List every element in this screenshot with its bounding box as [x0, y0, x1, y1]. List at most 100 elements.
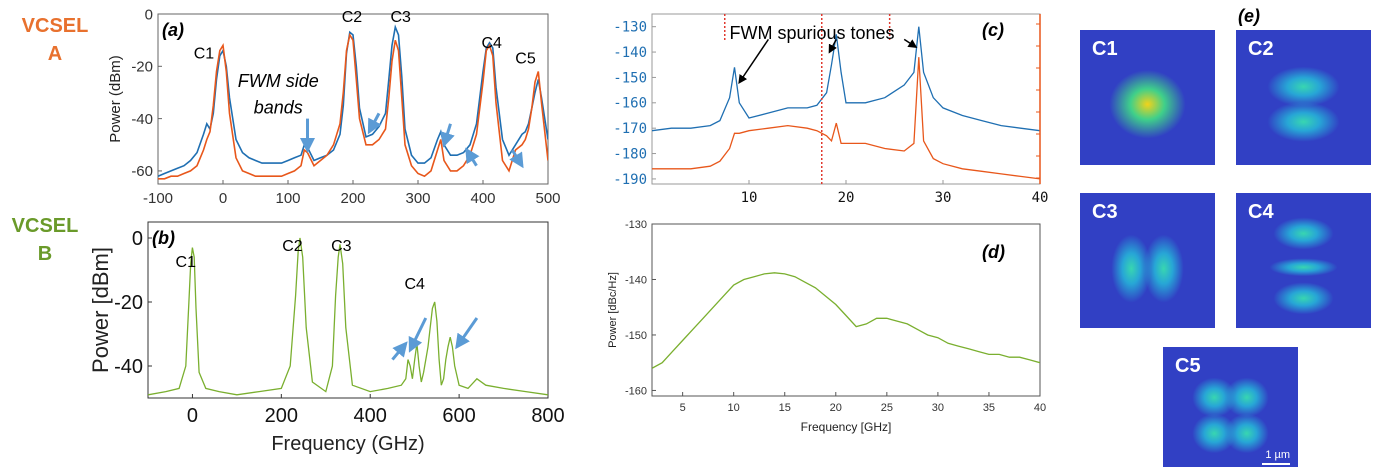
vcsel-b-label: VCSEL B: [0, 212, 90, 268]
x-axis-label: Frequency [GHz]: [801, 420, 892, 434]
y-tick-label: -160: [613, 96, 647, 112]
y-tick-label: -180: [613, 146, 647, 162]
sideband-arrow: [391, 341, 408, 361]
panel-e-label: (e): [1238, 6, 1260, 26]
y-tick-label: -140: [613, 45, 647, 61]
panel-label-b: (b): [152, 228, 175, 248]
peak-label-b: C4: [404, 276, 425, 293]
x-tick-label: 300: [405, 190, 430, 207]
x-tick-label: 800: [531, 405, 564, 427]
mode-label: C2: [1248, 38, 1274, 60]
x-tick-label: 400: [354, 405, 387, 427]
y-tick-label: -20: [114, 292, 143, 314]
x-tick-label: 30: [935, 190, 952, 206]
scale-bar-label: 1 µm: [1265, 449, 1290, 461]
x-tick-label: 0: [219, 190, 227, 207]
series-line-b-0: [148, 237, 548, 396]
tone-arrow: [828, 39, 837, 54]
y-tick-label: -150: [613, 70, 647, 86]
panel-label-a: (a): [162, 20, 184, 40]
vcsel-a-line2: A: [47, 43, 63, 65]
mode-profile-c3: C3: [1080, 193, 1215, 328]
peak-label-a: C4: [482, 35, 503, 52]
y-tick-label: 0: [132, 228, 143, 250]
y-tick-label: -40: [131, 111, 153, 128]
y-tick-label: -40: [114, 356, 143, 378]
fwm-tones-label: FWM spurious tones: [729, 23, 894, 43]
series-line-d-0: [652, 272, 1040, 369]
y-axis-label: Power [dBc/Hz]: [607, 272, 619, 348]
x-axis-label: Frequency (GHz): [271, 433, 424, 455]
sideband-arrow: [367, 112, 382, 135]
sideband-arrow: [509, 149, 524, 169]
x-tick-label: 0: [187, 405, 198, 427]
vcsel-b-line2: B: [37, 243, 53, 265]
series-line-c-0: [652, 26, 1040, 132]
series-line-a-0: [158, 24, 548, 177]
mode-label: C3: [1092, 201, 1118, 223]
vcsel-a-label: VCSEL A: [10, 12, 100, 68]
x-tick-label: 35: [983, 402, 995, 414]
y-axis-label: Power [dBm]: [88, 247, 113, 373]
series-line-a-1: [158, 32, 548, 180]
sideband-arrow: [408, 317, 428, 353]
x-tick-label: 10: [728, 402, 740, 414]
y-tick-label: -150: [625, 330, 647, 342]
mode-profile-c4: C4: [1236, 193, 1371, 328]
y-tick-label: -130: [625, 219, 647, 231]
y-axis-label: Power (dBm): [107, 55, 124, 143]
fwm-sideband-label: bands: [254, 97, 303, 117]
mode-profile-c1: C1: [1080, 30, 1215, 165]
x-tick-label: 40: [1034, 402, 1046, 414]
y-tick-label: -60: [131, 163, 153, 180]
plot-frame-b: [147, 221, 549, 399]
x-tick-label: 20: [838, 190, 855, 206]
mode-profile-c5: C5 1 µm: [1163, 347, 1298, 467]
x-tick-label: 400: [470, 190, 495, 207]
x-tick-label: 5: [680, 402, 686, 414]
x-tick-label: 30: [932, 402, 944, 414]
x-tick-label: 200: [340, 190, 365, 207]
x-tick-label: 600: [442, 405, 475, 427]
vcsel-b-line1: VCSEL: [11, 215, 79, 237]
vcsel-a-line1: VCSEL: [21, 15, 89, 37]
mode-label: C1: [1092, 38, 1118, 60]
tone-arrow: [738, 38, 770, 84]
mode-profile-c2: C2: [1236, 30, 1371, 165]
peak-label-a: C1: [194, 45, 215, 62]
sideband-arrow: [465, 147, 480, 167]
x-tick-label: 25: [881, 402, 893, 414]
peak-label-b: C1: [176, 254, 197, 271]
plot-frame-d: [651, 223, 1041, 397]
sideband-arrow: [440, 123, 455, 148]
peak-label-b: C2: [282, 238, 303, 255]
scale-bar: [1262, 463, 1290, 465]
peak-label-a: C5: [515, 51, 536, 68]
mode-label: C4: [1248, 201, 1274, 223]
y-tick-label: -170: [613, 121, 647, 137]
tone-arrow: [903, 38, 918, 48]
y-tick-label: -130: [613, 20, 647, 36]
peak-label-a: C3: [391, 9, 412, 26]
y-tick-label: -140: [625, 274, 647, 286]
panel-label-d: (d): [982, 242, 1005, 262]
series-line-c-1: [652, 57, 1040, 180]
x-tick-label: 10: [741, 190, 758, 206]
panel-label-c: (c): [982, 20, 1004, 40]
x-tick-label: 20: [830, 402, 842, 414]
panel-a: -100 0 100 200 300 400 500 0 -20 -40 -60 Power (dBm…: [107, 6, 561, 207]
x-tick-label: 100: [275, 190, 300, 207]
y-tick-label: -20: [131, 59, 153, 76]
panel-c: 10 20 30 40 -130 -140 -150 -160 -170 -180 -190 (c) F…: [613, 13, 1048, 206]
y-tick-label: 0: [145, 6, 153, 23]
x-tick-label: 200: [265, 405, 298, 427]
peak-label-b: C3: [331, 238, 352, 255]
peak-label-a: C2: [342, 9, 363, 26]
y-tick-label: -160: [625, 385, 647, 397]
y-tick-label: -190: [613, 172, 647, 188]
panel-d: 5 10 15 20 25 30 35 40 -130 -140 -150 -160 Power [dB…: [607, 219, 1046, 434]
